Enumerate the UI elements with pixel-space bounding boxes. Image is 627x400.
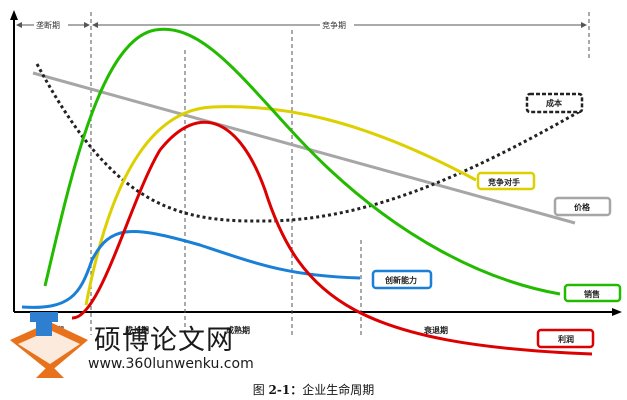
- watermark-title: 硕博论文网: [94, 325, 234, 356]
- arrow-right-b: [581, 22, 587, 28]
- phase-bottom-2: 成长期: [125, 325, 149, 335]
- top-left-label-bg: [34, 19, 68, 31]
- label-sales: 销售: [563, 283, 622, 303]
- y-axis-arrow: [10, 10, 18, 20]
- caption-sep: ：: [290, 383, 303, 397]
- arrow-left-a: [16, 22, 22, 28]
- profit-curve: [71, 120, 593, 356]
- label-price: 价格: [553, 196, 612, 217]
- label-profit-text: 利润: [557, 334, 574, 344]
- label-innovation-text: 创新能力: [384, 275, 417, 285]
- price-curve: [32, 71, 576, 225]
- caption-prefix: 图: [252, 383, 269, 397]
- cost-curve: [35, 63, 583, 223]
- watermark-logo-icon: [10, 312, 88, 378]
- label-cost: 成本: [525, 92, 584, 114]
- top-right-label-bg: [320, 19, 354, 31]
- competitor-curve: [84, 105, 477, 306]
- label-price-text: 价格: [574, 202, 591, 212]
- phase-bottom-3: 成熟期: [226, 325, 250, 335]
- label-sales-text: 销售: [584, 289, 600, 299]
- arrow-right-a: [92, 22, 98, 28]
- watermark-url: www.360lunwenku.com: [88, 356, 254, 372]
- sales-curve: [43, 27, 561, 296]
- label-profit: 利润: [536, 328, 595, 349]
- x-axis-arrow: [612, 308, 622, 316]
- innovation-curve: [21, 230, 361, 309]
- label-cost-text: 成本: [546, 98, 562, 108]
- phase-bottom-4: 衰退期: [423, 325, 448, 335]
- phase-top-left: 垄断期: [36, 20, 60, 30]
- caption-text: 企业生命周期: [302, 383, 375, 397]
- label-competitor-text: 竞争对手: [487, 177, 520, 187]
- label-innovation: 创新能力: [371, 269, 433, 290]
- phase-top-right: 竞争期: [322, 20, 346, 30]
- label-competitor: 竞争对手: [476, 171, 536, 191]
- caption-number: 2-1: [268, 383, 291, 397]
- figure-caption: 图 2-1：企业生命周期: [0, 381, 627, 398]
- arrow-left-b: [84, 22, 90, 28]
